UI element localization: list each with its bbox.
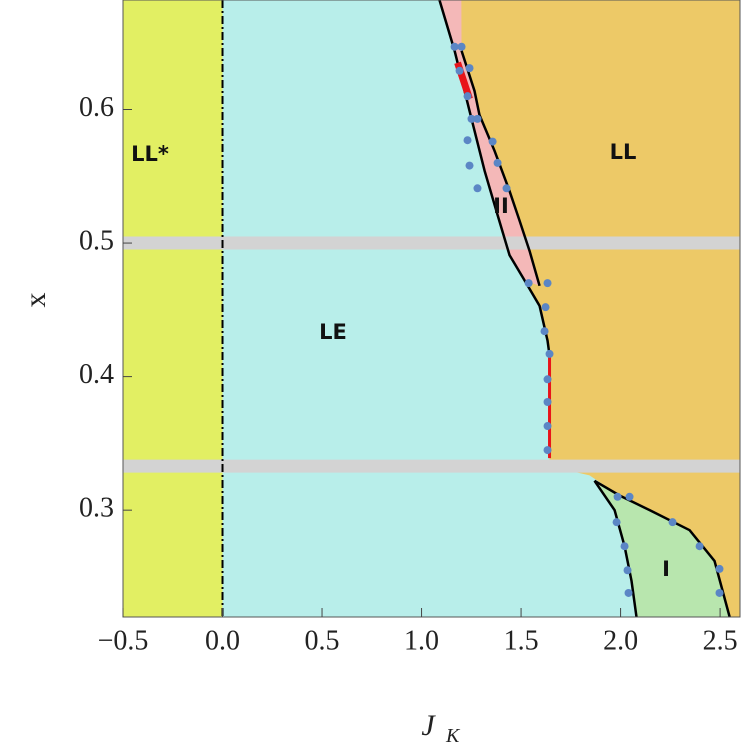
data-point bbox=[467, 114, 476, 123]
y-tick-label: 0.4 bbox=[79, 359, 114, 390]
x-tick-label: 2.5 bbox=[703, 625, 738, 656]
data-point bbox=[465, 161, 474, 170]
data-point bbox=[543, 446, 552, 455]
data-point bbox=[450, 42, 459, 51]
data-point bbox=[493, 158, 502, 167]
data-point bbox=[543, 397, 552, 406]
x-tick-label: 0.5 bbox=[305, 625, 340, 656]
data-point bbox=[488, 137, 497, 146]
x-axis-label: J bbox=[421, 709, 436, 742]
data-point bbox=[695, 542, 704, 551]
data-point bbox=[541, 303, 550, 312]
x-axis-label-subscript: K bbox=[445, 725, 461, 747]
data-point bbox=[463, 136, 472, 145]
data-point bbox=[715, 564, 724, 573]
data-point bbox=[524, 279, 533, 288]
boundary-line bbox=[460, 50, 541, 287]
data-point bbox=[668, 518, 677, 527]
region-label: LL* bbox=[131, 142, 169, 166]
plot-area bbox=[123, 0, 740, 617]
plot-frame bbox=[122, 0, 741, 618]
data-point bbox=[625, 492, 634, 501]
x-tick-label: −0.5 bbox=[98, 625, 149, 656]
region-label: LL bbox=[610, 140, 637, 164]
data-point bbox=[465, 64, 474, 73]
y-tick-label: 0.6 bbox=[79, 92, 114, 123]
data-point bbox=[543, 422, 552, 431]
phase-region bbox=[594, 480, 730, 617]
x-tick-label: 1.5 bbox=[504, 625, 539, 656]
x-tick-label: 0.0 bbox=[205, 625, 240, 656]
phase-region bbox=[123, 0, 223, 617]
x-tick-label: 2.0 bbox=[603, 625, 638, 656]
data-point bbox=[545, 349, 554, 358]
data-point bbox=[463, 92, 472, 101]
data-point bbox=[457, 42, 466, 51]
data-point bbox=[623, 566, 632, 575]
data-point bbox=[473, 184, 482, 193]
data-point bbox=[543, 279, 552, 288]
data-point bbox=[543, 375, 552, 384]
region-label: LE bbox=[319, 320, 347, 344]
data-point bbox=[715, 588, 724, 597]
data-point bbox=[613, 492, 622, 501]
data-point bbox=[624, 588, 633, 597]
data-point bbox=[473, 114, 482, 123]
data-point bbox=[455, 66, 464, 75]
region-label: II bbox=[493, 194, 509, 218]
x-tick-label: 1.0 bbox=[404, 625, 439, 656]
data-point bbox=[620, 542, 629, 551]
data-point bbox=[502, 184, 511, 193]
data-point bbox=[540, 327, 549, 336]
data-point bbox=[612, 518, 621, 527]
y-tick-label: 0.3 bbox=[79, 493, 114, 524]
y-axis-label: x bbox=[19, 293, 52, 308]
region-label: I bbox=[662, 557, 670, 581]
y-tick-label: 0.5 bbox=[79, 225, 114, 256]
